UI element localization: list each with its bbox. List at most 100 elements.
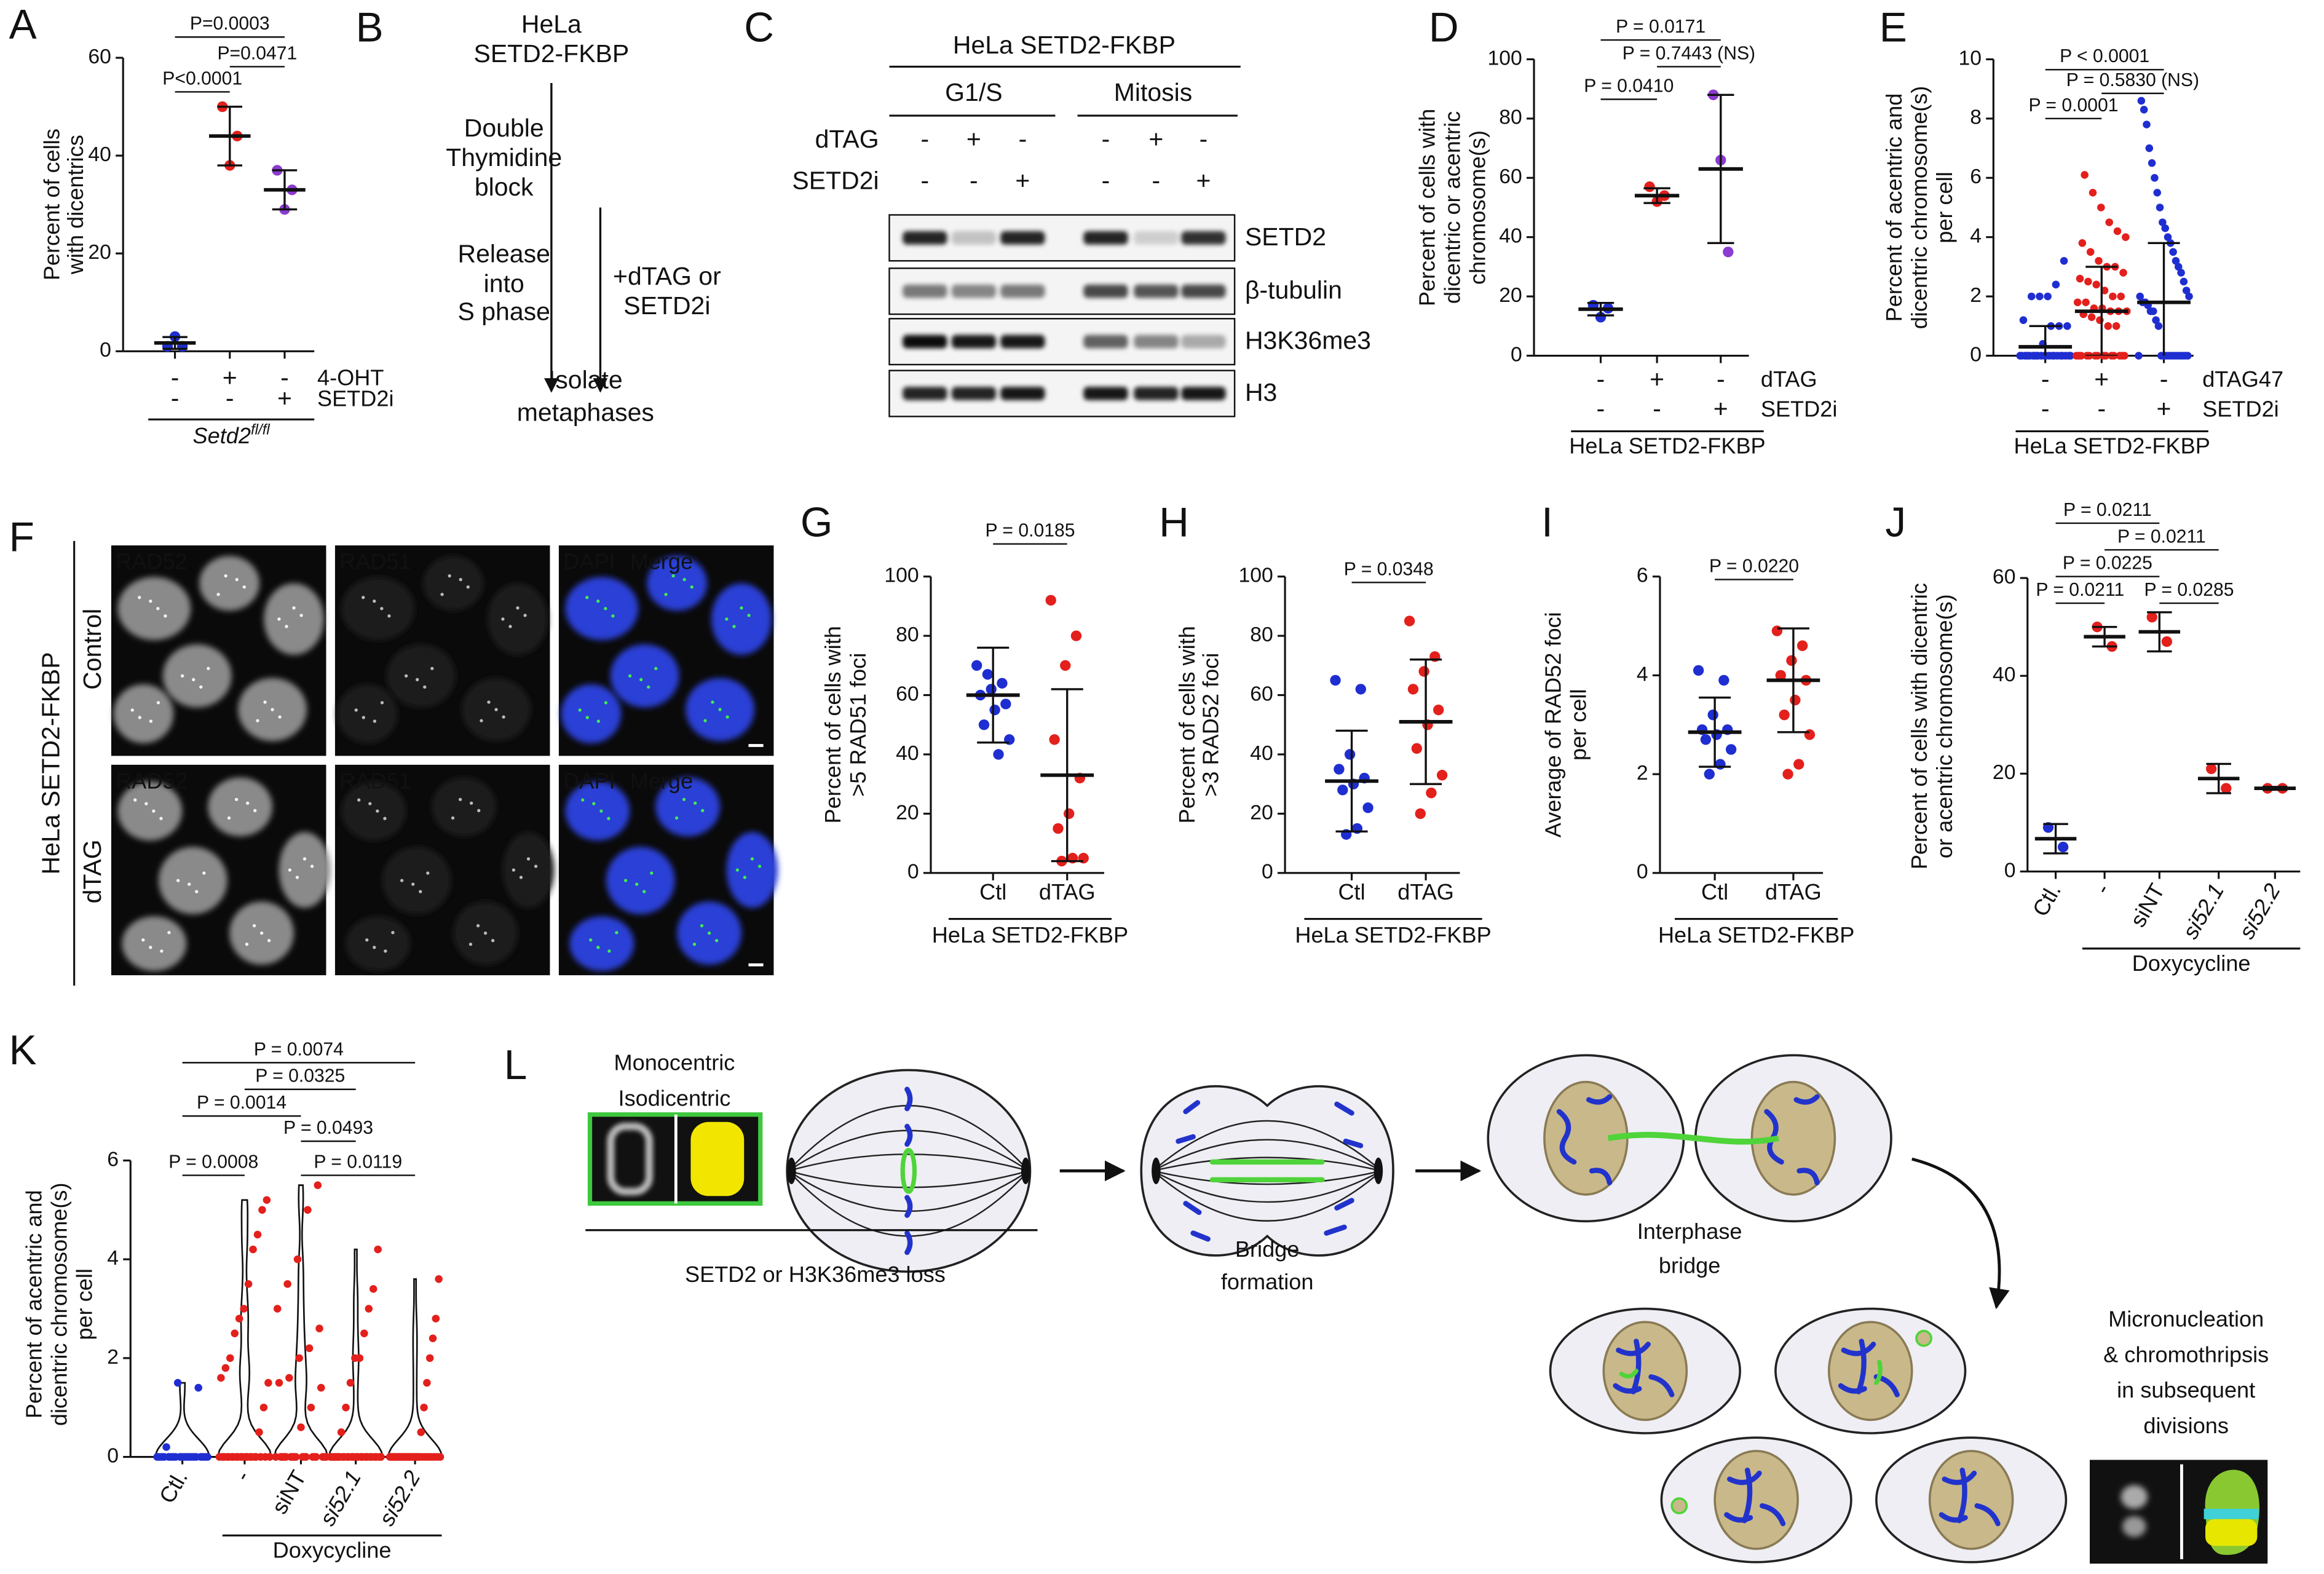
data-point [2031, 352, 2039, 360]
nucleus [386, 644, 456, 708]
band-label: SETD2 [1245, 223, 1326, 251]
data-point [2205, 763, 2217, 775]
data-point [2044, 292, 2052, 301]
data-point [2146, 307, 2155, 315]
data-point [1418, 666, 1429, 677]
y-axis-label: dicentric chromosome(s) [1907, 86, 1932, 330]
y-tick-label: 0 [1637, 860, 1648, 884]
blot-band [1134, 334, 1179, 349]
focus [152, 809, 156, 813]
blot-band [1083, 284, 1128, 298]
data-point [2073, 298, 2082, 307]
focus [246, 801, 250, 805]
data-point [2172, 256, 2180, 265]
bridge [1607, 1131, 1779, 1145]
data-point [432, 1315, 440, 1323]
data-point [192, 1453, 200, 1461]
caption: in subsequent [2117, 1377, 2255, 1402]
data-point [2112, 322, 2120, 330]
x-tick-label: Ctl [979, 879, 1006, 904]
data-point [275, 1378, 283, 1387]
p-value: P = 0.0285 [2144, 580, 2234, 600]
condition-mark: + [1713, 395, 1728, 423]
y-axis-label: Percent of cells with [1174, 626, 1200, 823]
condition-label: SETD2i [2202, 396, 2279, 421]
y-tick-label: 20 [1499, 283, 1522, 307]
chromosome [1630, 1339, 1642, 1394]
focus [690, 585, 694, 589]
data-point [2023, 352, 2031, 360]
cell-line: HeLa SETD2-FKBP [37, 652, 65, 874]
y-tick-label: 100 [884, 564, 919, 587]
panel-letter: A [9, 2, 37, 48]
blot-band [1134, 284, 1179, 298]
panel-letter: C [744, 4, 774, 50]
nucleus [341, 577, 415, 641]
data-point [1355, 684, 1366, 695]
violin [328, 1248, 384, 1458]
p-value: P = 0.0225 [2063, 553, 2152, 574]
data-point [2146, 612, 2157, 623]
focus [411, 882, 415, 886]
data-point [1700, 734, 1712, 745]
data-point [2140, 106, 2148, 114]
spindle [788, 1153, 1029, 1172]
nucleus [337, 684, 398, 743]
focus [703, 719, 707, 722]
focus [596, 719, 601, 723]
focus [299, 614, 303, 617]
y-axis-label: per cell [1932, 172, 1957, 243]
y-tick-label: 100 [1238, 564, 1273, 587]
condition-mark: - [2160, 365, 2168, 393]
data-point [369, 1285, 377, 1293]
data-point [2182, 287, 2191, 295]
x-tick-label: - [229, 1466, 255, 1485]
focus [400, 879, 404, 882]
caption: & chromothripsis [2103, 1342, 2269, 1367]
data-point [173, 1378, 182, 1387]
data-point [423, 1378, 431, 1387]
focus [224, 574, 227, 578]
spindle [1153, 1157, 1382, 1172]
step: Release [458, 240, 550, 268]
data-point [1070, 630, 1082, 641]
data-point [337, 1428, 346, 1436]
channel-label: Merge [630, 549, 693, 574]
nucleus [382, 847, 451, 914]
y-tick-label: 100 [1487, 46, 1522, 69]
data-point [2154, 322, 2163, 330]
data-point [425, 1354, 434, 1362]
data-point [2117, 292, 2125, 301]
condition-mark: + [1650, 365, 1664, 393]
focus [671, 574, 675, 578]
data-point [2143, 121, 2151, 129]
data-point [982, 669, 994, 680]
data-point [420, 1403, 428, 1412]
focus [373, 946, 376, 949]
nucleus [711, 583, 772, 655]
data-point [255, 1428, 263, 1436]
data-point [304, 1206, 312, 1214]
data-point [374, 1245, 382, 1254]
condition-mark: - [1717, 365, 1725, 393]
data-point [2081, 171, 2089, 179]
caption: Bridge [1235, 1236, 1299, 1262]
focus [430, 666, 434, 670]
chromosome-mask [690, 1121, 745, 1196]
data-point [2087, 313, 2096, 322]
chromosome [904, 1086, 913, 1112]
focus [292, 606, 296, 610]
data-point [1330, 674, 1341, 686]
nucleus [1827, 1321, 1913, 1422]
y-tick-label: 40 [1499, 224, 1522, 248]
data-point [2109, 292, 2117, 301]
data-point [2050, 352, 2058, 360]
focus [176, 879, 180, 882]
data-point [2104, 322, 2113, 330]
data-point [259, 1403, 268, 1412]
blot-title: HeLa SETD2-FKBP [953, 31, 1176, 59]
spindle [1152, 1170, 1382, 1203]
data-point [2097, 204, 2105, 212]
focus [380, 607, 384, 611]
data-point [293, 1255, 302, 1264]
